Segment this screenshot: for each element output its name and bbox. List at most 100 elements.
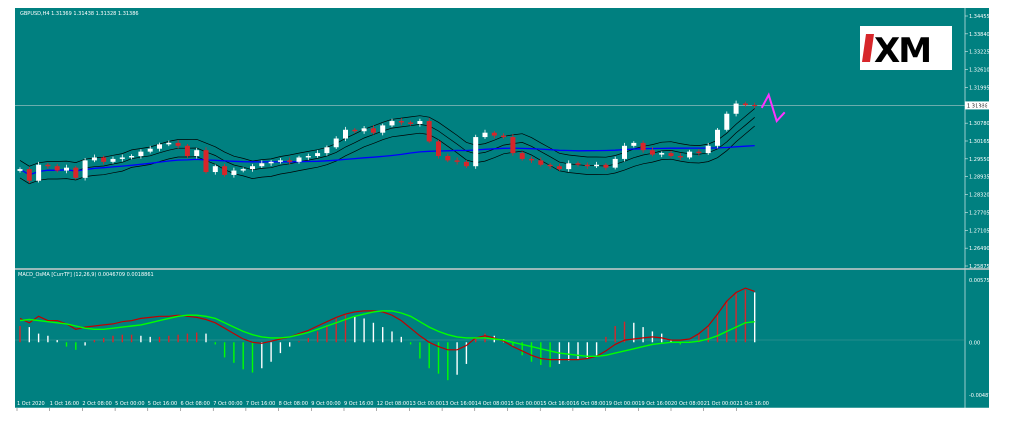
chart-background	[15, 8, 965, 408]
bear-candle	[752, 105, 758, 107]
bear-candle	[547, 164, 553, 167]
bear-candle	[742, 103, 748, 106]
xm-logo: XM	[860, 26, 952, 71]
time-tick-label: 16 Oct 08:00	[573, 401, 606, 407]
logo-background	[860, 26, 952, 70]
bull-candle	[417, 121, 423, 124]
bear-candle	[222, 166, 228, 175]
bull-candle	[733, 103, 739, 114]
bull-candle	[566, 163, 572, 170]
bull-candle	[631, 142, 637, 146]
price-tick-label: 1.32610	[969, 68, 990, 74]
logo-accent-mark	[862, 34, 874, 62]
bull-candle	[231, 170, 237, 175]
price-tick-label: 1.28935	[969, 175, 990, 181]
middle-band	[19, 117, 755, 176]
macd-main-line	[19, 287, 755, 361]
price-tick-label: 1.33840	[969, 32, 990, 38]
bear-candle	[584, 164, 590, 167]
bull-candle	[119, 157, 125, 159]
price-tick-label: 1.31380	[969, 103, 990, 109]
bear-candle	[73, 167, 79, 178]
bear-candle	[454, 160, 460, 162]
bear-candle	[203, 150, 209, 173]
price-tick-label: 1.25875	[969, 264, 990, 270]
bear-candle	[668, 153, 674, 157]
time-tick-label: 7 Oct 16:00	[246, 401, 275, 407]
bear-candle	[352, 129, 358, 132]
bear-candle	[54, 166, 60, 171]
time-axis: 1 Oct 2020 1 Oct 16:00 2 Oct 08:00 5 Oct 00…	[16, 401, 769, 411]
bear-candle	[445, 156, 451, 161]
current-price-box	[965, 101, 989, 110]
time-tick-label: 6 Oct 08:00	[181, 401, 210, 407]
bull-candle	[194, 150, 200, 157]
price-tick-label: 1.33225	[969, 50, 990, 56]
bull-candle	[240, 169, 246, 171]
bull-candle	[473, 137, 479, 167]
bull-candle	[305, 156, 311, 158]
price-tick-label: 1.26490	[969, 246, 990, 252]
bull-candle	[324, 147, 330, 154]
bull-candle	[259, 163, 265, 167]
bear-candle	[640, 142, 646, 151]
bull-candle	[129, 156, 135, 158]
time-tick-label: 5 Oct 16:00	[148, 401, 177, 407]
bear-candle	[677, 156, 683, 158]
bear-candle	[519, 153, 525, 159]
bull-candle	[687, 151, 693, 158]
bear-candle	[603, 164, 609, 168]
macd-axis: 0.00575 0.00 -0.00487	[969, 278, 991, 399]
bull-candle	[147, 148, 153, 152]
time-tick-label: 1 Oct 16:00	[50, 401, 79, 407]
bull-candle	[482, 132, 488, 138]
forecast-arrow	[760, 92, 786, 123]
bear-candle	[436, 141, 441, 157]
bull-candle	[612, 158, 618, 168]
time-tick-label: 8 Oct 08:00	[279, 401, 308, 407]
price-tick-label: 1.27105	[969, 228, 990, 234]
moving-average	[19, 144, 755, 176]
lower-band	[19, 125, 755, 185]
price-tick-label: 1.34455	[969, 14, 990, 20]
bull-candle	[659, 153, 665, 155]
time-tick-label: 13 Oct 16:00	[442, 401, 475, 407]
bull-candle	[64, 167, 69, 171]
bull-candle	[315, 153, 321, 157]
bull-candle	[380, 125, 386, 133]
time-tick-label: 21 Oct 16:00	[736, 401, 769, 407]
macd-tick-label: 0.00575	[969, 278, 990, 284]
time-tick-label: 15 Oct 16:00	[540, 401, 573, 407]
price-axis: 1.34455 1.33840 1.33225 1.32610 1.31995 1.313…	[965, 14, 990, 270]
bull-candle	[361, 128, 367, 132]
price-tick-label: 1.31995	[969, 85, 990, 91]
bull-candle	[296, 157, 302, 162]
price-tick-label: 1.27705	[969, 210, 990, 216]
time-tick-label: 19 Oct 00:00	[606, 401, 639, 407]
bull-candle	[705, 145, 711, 154]
time-tick-label: 21 Oct 00:00	[704, 401, 737, 407]
bull-candle	[110, 158, 116, 162]
time-tick-label: 1 Oct 2020	[17, 401, 45, 407]
macd-signal-line	[19, 310, 755, 357]
bear-candle	[184, 145, 190, 157]
bull-candle	[166, 142, 172, 145]
bear-candle	[408, 122, 414, 124]
bull-candle	[343, 129, 348, 139]
bear-candle	[556, 166, 562, 170]
bear-candle	[463, 161, 469, 167]
forecast-arrow-line	[760, 92, 786, 123]
bull-candle	[17, 169, 23, 171]
price-tick-label: 1.29550	[969, 157, 990, 163]
bull-candle	[333, 138, 339, 148]
bull-candle	[594, 164, 600, 167]
bull-candle	[622, 145, 627, 159]
macd-tick-label: -0.00487	[969, 393, 991, 399]
bull-candle	[157, 144, 162, 149]
price-tick-label: 1.30780	[969, 121, 990, 127]
bull-candle	[138, 151, 144, 157]
bear-candle	[529, 158, 534, 161]
time-tick-label: 9 Oct 00:00	[311, 401, 340, 407]
